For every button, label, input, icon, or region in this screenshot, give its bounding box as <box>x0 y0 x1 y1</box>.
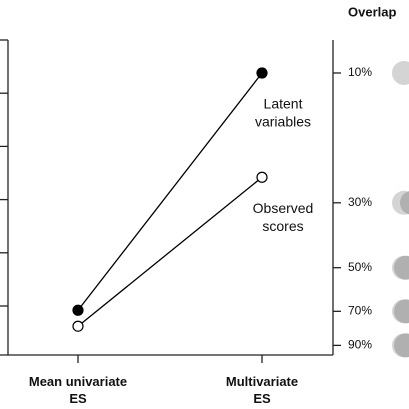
overlap-circle <box>394 255 409 280</box>
x-tick-label-line: Multivariate <box>226 374 298 389</box>
marker <box>72 304 84 316</box>
x-tick-label: Multivariate ES <box>226 374 298 406</box>
y2-tick-label: 90% <box>348 338 372 352</box>
y2-tick-label: 50% <box>348 260 372 274</box>
overlap-circle <box>394 333 409 358</box>
series-label: Observed <box>253 200 314 216</box>
series-line <box>77 176 263 327</box>
overlap-circle <box>394 299 409 324</box>
series-label: scores <box>262 218 303 234</box>
x-tick-label-line: ES <box>253 391 271 406</box>
marker <box>72 320 84 332</box>
series-label: variables <box>255 114 311 130</box>
overlap-circle <box>400 191 409 215</box>
marker <box>256 67 268 79</box>
x-tick-label-line: ES <box>69 391 87 406</box>
series-line <box>77 72 263 311</box>
y2-tick-label: 10% <box>348 65 372 79</box>
series-label: Latent <box>264 96 303 112</box>
marker <box>256 171 268 183</box>
x-tick-label: Mean univariate ES <box>29 374 127 406</box>
x-tick-label-line: Mean univariate <box>29 374 127 389</box>
y2-tick-label: 30% <box>348 195 372 209</box>
y2-tick-label: 70% <box>348 303 372 317</box>
overlap-circle <box>392 60 409 85</box>
chart-title: Overlap <box>348 4 396 19</box>
